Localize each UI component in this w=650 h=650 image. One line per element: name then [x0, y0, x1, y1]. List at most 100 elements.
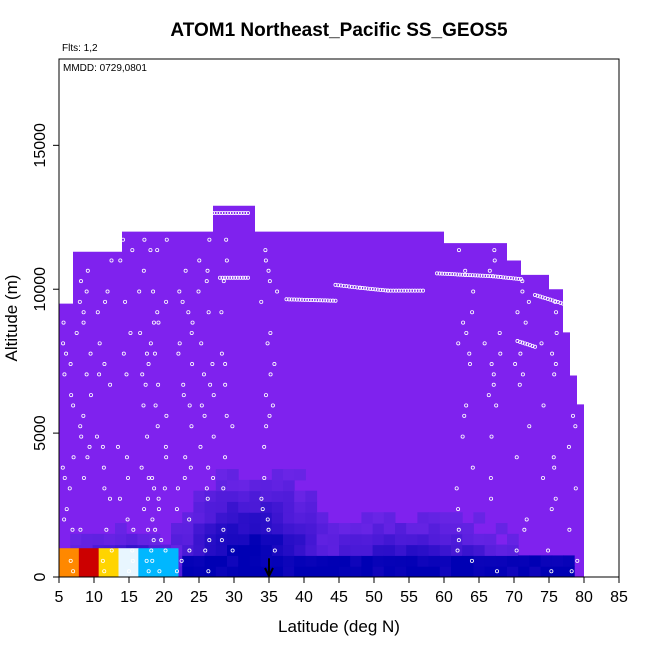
flight-track-point: [85, 455, 90, 460]
flight-track-point: [520, 340, 525, 345]
flight-track-point: [183, 268, 188, 273]
field-cell: [417, 523, 430, 535]
flight-track-point: [391, 288, 396, 293]
field-cell: [271, 490, 284, 502]
field-cell: [249, 533, 262, 546]
flight-track-point: [515, 310, 520, 315]
flight-track-point: [480, 273, 485, 278]
flight-track-point: [219, 351, 224, 356]
x-tick-label: 10: [85, 589, 103, 606]
flight-track-point: [418, 288, 423, 293]
flight-track-point: [485, 274, 490, 279]
flight-track-point: [77, 299, 82, 304]
flight-track-point: [305, 297, 310, 302]
flight-track-point: [81, 413, 86, 418]
field-cell: [462, 544, 474, 556]
flight-track-point: [464, 330, 469, 335]
flight-track-point: [325, 298, 330, 303]
flight-track-point: [210, 210, 215, 215]
field-cell: [473, 533, 486, 546]
flight-track-point: [206, 569, 211, 574]
flight-track-point: [62, 517, 67, 522]
flight-track-point: [189, 424, 194, 429]
flight-track-point: [213, 210, 218, 215]
field-cell: [395, 523, 407, 535]
flight-track-point: [102, 569, 107, 574]
flight-track-point: [404, 288, 409, 293]
field-cell: [204, 566, 217, 577]
field-cell: [305, 566, 318, 577]
flight-track-point: [368, 286, 373, 291]
field-cell: [271, 544, 284, 556]
flight-track-point: [523, 341, 528, 346]
flight-track-point: [420, 288, 425, 293]
flight-track-point: [109, 258, 114, 263]
y-axis-label: Altitude (m): [2, 275, 21, 362]
flight-track-point: [489, 496, 494, 501]
field-cell: [271, 523, 284, 535]
flight-track-point: [264, 424, 269, 429]
field-cell: [339, 523, 351, 535]
flight-track-point: [355, 285, 360, 290]
flight-track-point: [456, 507, 461, 512]
flight-track-point: [262, 476, 267, 481]
field-cell: [372, 523, 385, 535]
flight-track-point: [203, 548, 208, 553]
flight-track-point: [181, 382, 186, 387]
flight-track-point: [238, 275, 243, 280]
field-cell: [372, 555, 385, 567]
flight-track-point: [164, 237, 169, 242]
field-cell: [406, 523, 418, 535]
flight-track-point: [97, 372, 102, 377]
flight-track-point: [566, 444, 571, 449]
field-cell: [462, 523, 474, 535]
flight-track-point: [498, 275, 503, 280]
field-cell: [215, 490, 228, 502]
flight-track-point: [174, 569, 179, 574]
field-cell: [495, 523, 508, 535]
flight-track-point: [81, 310, 86, 315]
flight-track-point: [463, 268, 468, 273]
field-cell: [316, 544, 329, 556]
x-tick-label: 75: [540, 589, 558, 606]
flight-track-point: [491, 372, 496, 377]
flight-track-point: [223, 382, 228, 387]
field-cell: [395, 566, 407, 577]
flight-track-point: [455, 272, 460, 277]
flight-track-point: [140, 372, 145, 377]
flight-track-point: [402, 288, 407, 293]
flight-track-point: [569, 569, 574, 574]
flight-track-point: [201, 372, 206, 377]
flight-track-point: [156, 320, 161, 325]
field-cell: [215, 512, 228, 524]
field-cell: [417, 512, 430, 524]
x-tick-label: 45: [330, 589, 348, 606]
field-cell: [249, 501, 262, 513]
flight-track-point: [211, 393, 216, 398]
high-concentration-cell: [138, 548, 159, 577]
flight-track-point: [175, 486, 180, 491]
flight-track-point: [71, 569, 76, 574]
flight-track-point: [207, 538, 212, 543]
flight-track-point: [150, 517, 155, 522]
field-cell: [383, 544, 396, 556]
flight-track-point: [555, 300, 560, 305]
flight-track-point: [310, 298, 315, 303]
flight-track-point: [533, 292, 538, 297]
flight-track-point: [211, 434, 216, 439]
flight-track-point: [79, 434, 84, 439]
flight-track-point: [299, 297, 304, 302]
flight-track-point: [526, 299, 531, 304]
flight-track-point: [149, 548, 154, 553]
field-cell: [406, 566, 418, 577]
field-cell: [227, 533, 239, 546]
x-tick-label: 15: [120, 589, 138, 606]
flight-track-point: [125, 517, 130, 522]
flight-track-point: [103, 299, 108, 304]
flight-track-point: [365, 286, 370, 291]
field-cell: [339, 544, 351, 556]
flight-track-point: [490, 274, 495, 279]
flight-track-point: [219, 310, 224, 315]
x-tick-label: 55: [400, 589, 418, 606]
flight-track-point: [64, 351, 69, 356]
